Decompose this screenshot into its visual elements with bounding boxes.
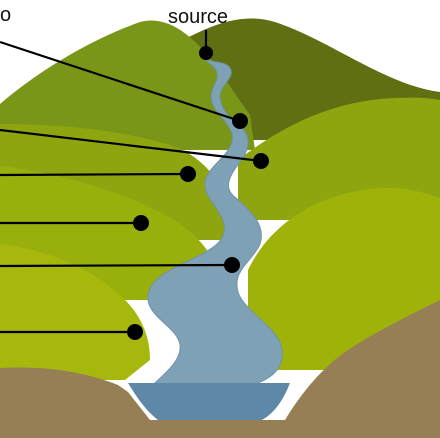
label-source: source — [168, 6, 228, 28]
callout-dot-3 — [180, 166, 196, 182]
callout-dot-source — [199, 46, 213, 60]
callout-dot-6 — [127, 324, 143, 340]
callout-line-2 — [0, 128, 262, 163]
callout-line-1 — [0, 40, 241, 123]
label-fragment-top-left: o — [0, 4, 11, 26]
upper-left-hill — [0, 20, 255, 151]
callout-dot-2 — [253, 153, 269, 169]
bottom-left-hill — [0, 244, 150, 380]
callout-dot-4 — [133, 215, 149, 231]
callout-dot-1 — [232, 113, 248, 129]
callout-dots — [127, 46, 269, 340]
callout-line-5 — [0, 263, 233, 268]
callout-line-3 — [0, 172, 189, 177]
lake — [128, 383, 290, 420]
callout-lines — [0, 30, 262, 334]
callout-dot-5 — [224, 257, 240, 273]
ground — [0, 300, 440, 438]
